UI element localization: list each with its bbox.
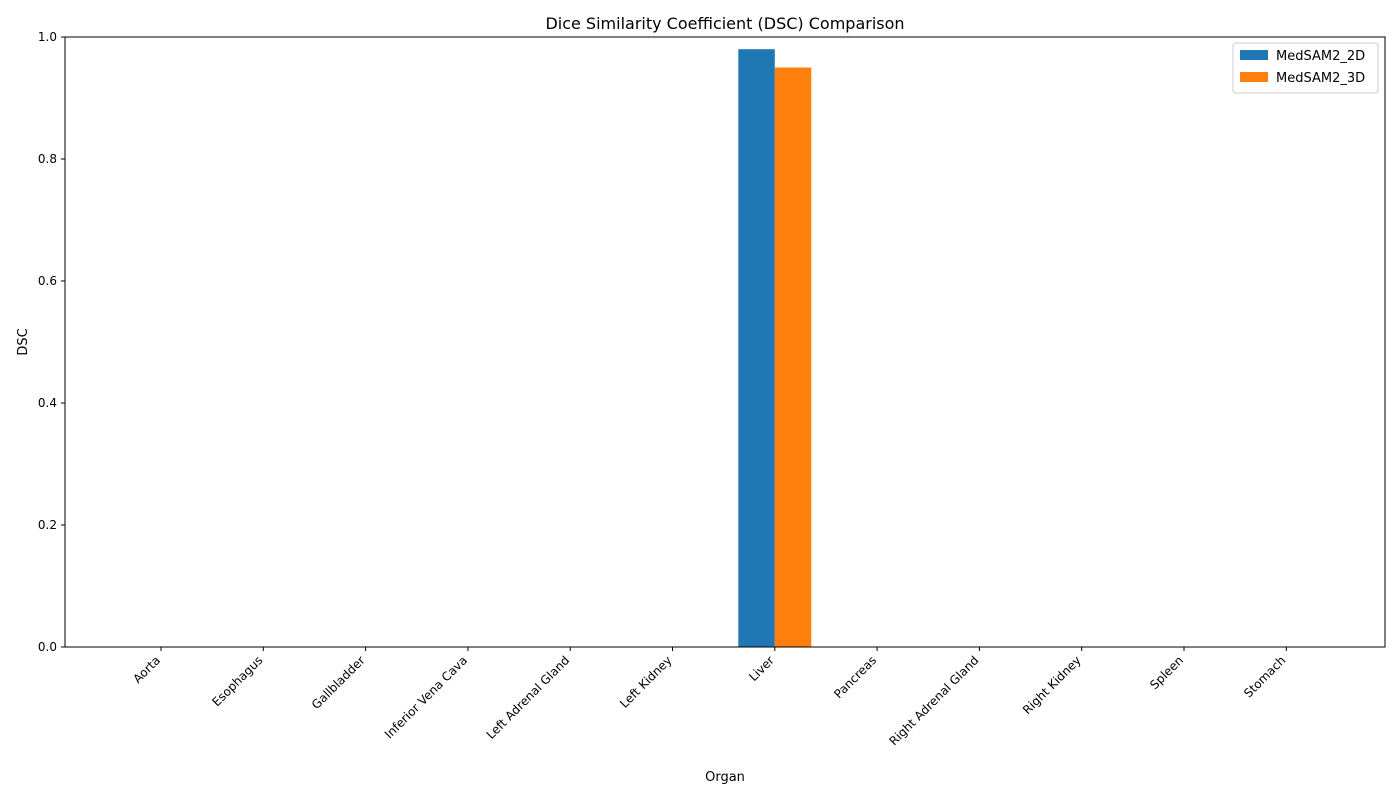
legend-swatch-3d <box>1240 72 1268 82</box>
legend-box <box>1232 42 1379 94</box>
legend-label-2d: MedSAM2_2D <box>1276 49 1365 64</box>
plot-frame <box>64 36 1386 648</box>
x-axis-label: Organ <box>705 770 745 785</box>
y-axis: 0.0 0.2 0.4 0.6 0.8 1.0 <box>38 30 65 654</box>
bar-3d-6 <box>774 67 812 647</box>
chart-title: Dice Similarity Coefficient (DSC) Compar… <box>545 14 904 33</box>
bars-group <box>738 49 812 647</box>
y-tick-label: 0.2 <box>38 518 57 532</box>
y-tick-label: 0.0 <box>38 640 57 654</box>
y-tick-label: 1.0 <box>38 30 57 44</box>
legend: MedSAM2_2D MedSAM2_3D <box>1232 42 1379 94</box>
y-tick-label: 0.6 <box>38 274 57 288</box>
y-tick-label: 0.8 <box>38 152 57 166</box>
legend-swatch-2d <box>1240 50 1268 60</box>
y-axis-label: DSC <box>16 328 31 355</box>
y-tick-label: 0.4 <box>38 396 57 410</box>
legend-label-3d: MedSAM2_3D <box>1276 71 1365 86</box>
bar-2d-6 <box>738 49 775 647</box>
